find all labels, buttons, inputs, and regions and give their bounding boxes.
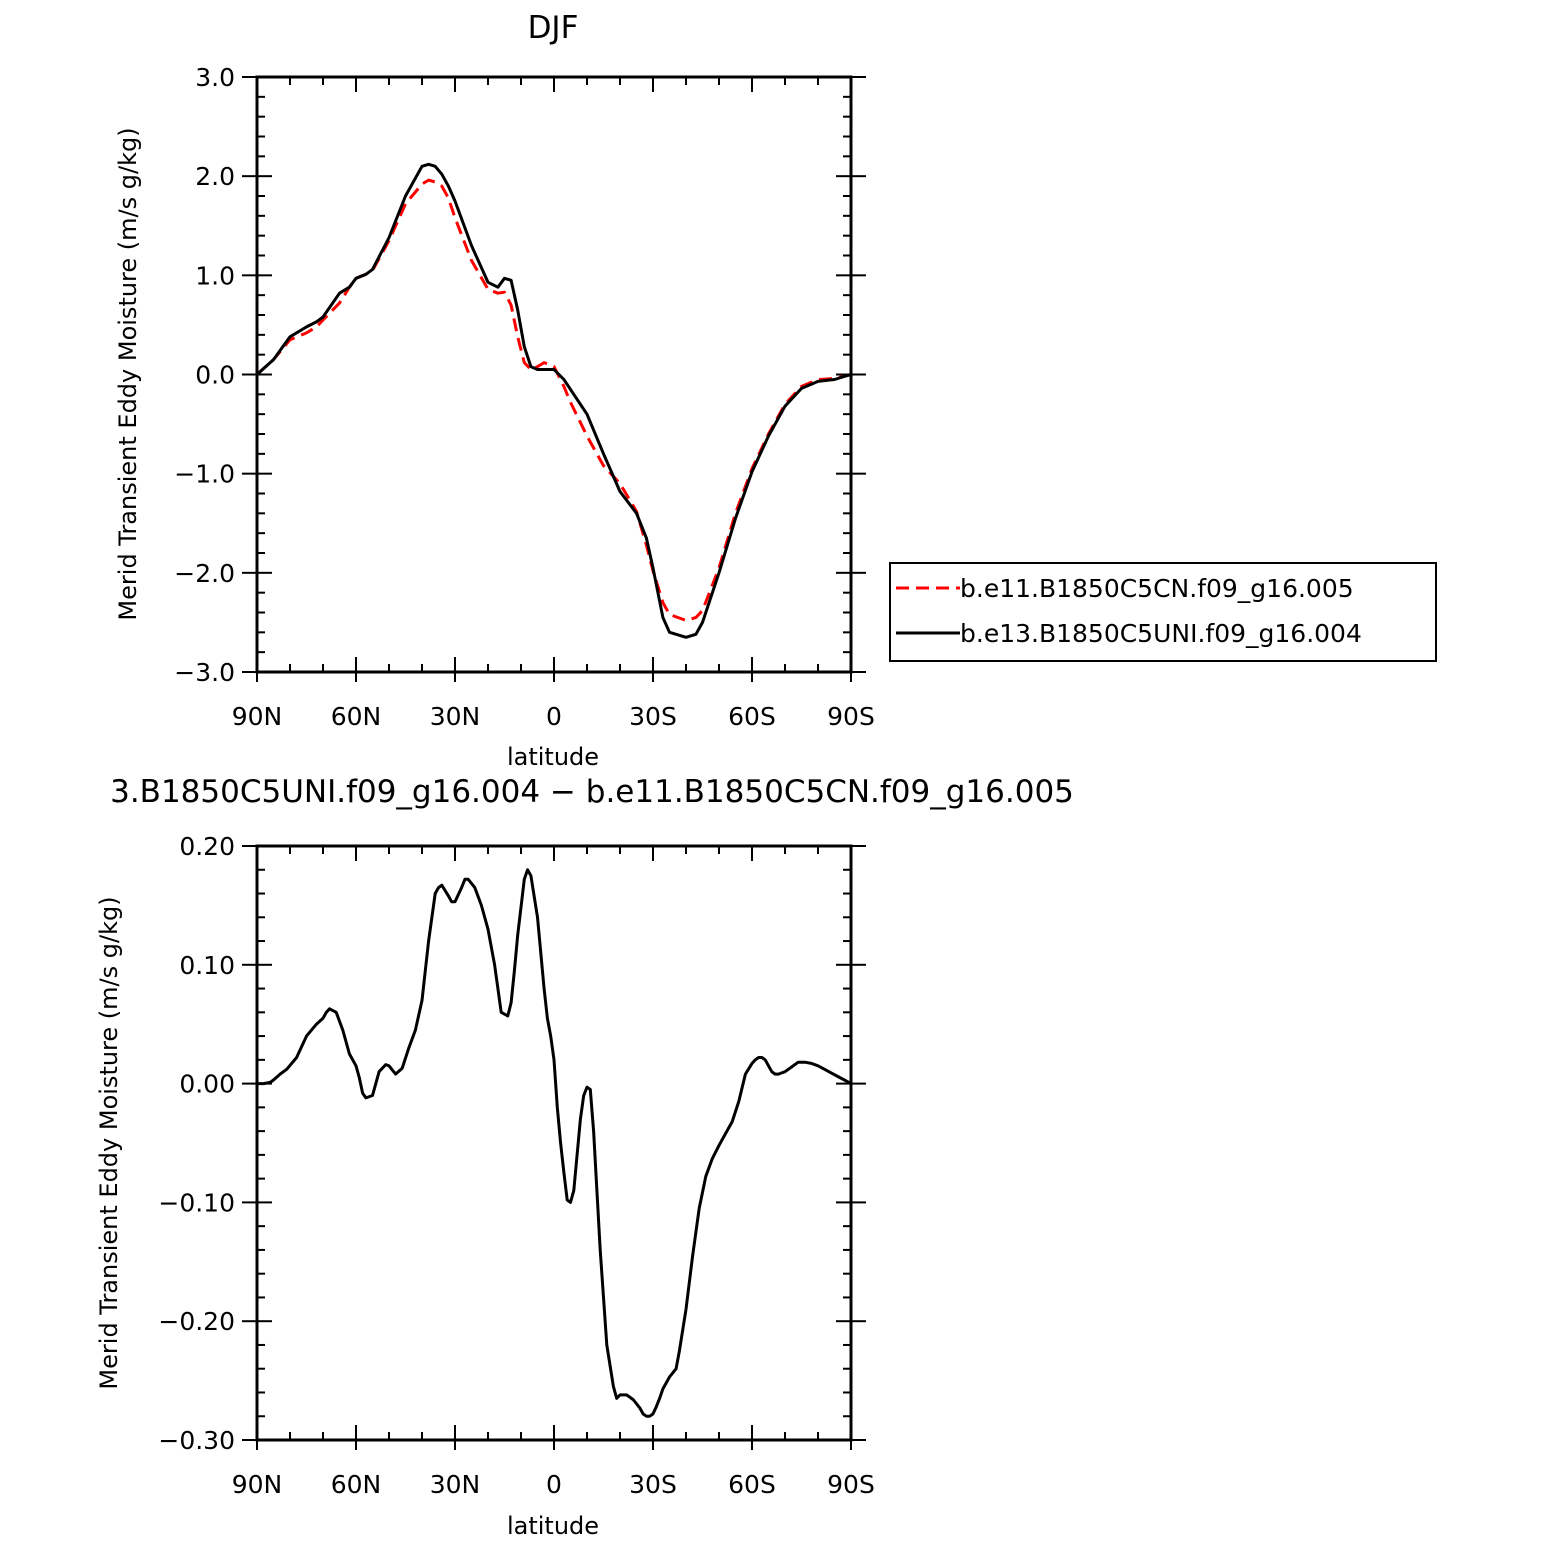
y-tick-label: 0.20: [179, 832, 235, 861]
y-axis-title: Merid Transient Eddy Moisture (m/s g/kg): [95, 896, 123, 1389]
x-tick-label: 90N: [232, 1470, 283, 1499]
legend-label-1: b.e13.B1850C5UNI.f09_g16.004: [960, 619, 1362, 648]
x-tick-label: 60S: [728, 702, 776, 731]
y-axis-title: Merid Transient Eddy Moisture (m/s g/kg): [114, 127, 142, 620]
y-tick-label: −1.0: [174, 460, 235, 489]
x-tick-label: 60S: [728, 1470, 776, 1499]
x-tick-label: 30N: [430, 702, 481, 731]
x-tick-label: 90S: [827, 702, 875, 731]
x-tick-label: 90N: [232, 702, 283, 731]
y-tick-label: −0.30: [158, 1426, 235, 1455]
x-tick-label: 60N: [331, 1470, 382, 1499]
x-tick-label: 90S: [827, 1470, 875, 1499]
y-tick-label: 0.00: [179, 1070, 235, 1099]
x-axis-title: latitude: [507, 743, 599, 771]
series-line-1: [255, 162, 852, 639]
legend: b.e11.B1850C5CN.f09_g16.005 b.e13.B1850C…: [889, 562, 1437, 662]
panel-title: 3.B1850C5UNI.f09_g16.004 − b.e11.B1850C5…: [110, 774, 1074, 810]
x-tick-label: 60N: [331, 702, 382, 731]
series-line-0: [257, 868, 852, 1418]
top-panel: DJF 90N 60N 30N 0 30S 60S 90S −3.0 −2.0 −1.0 0.0 1.…: [114, 10, 1437, 771]
y-tick-label: −2.0: [174, 559, 235, 588]
plot-frame: [255, 844, 853, 1442]
panel-title: DJF: [528, 10, 579, 46]
x-tick-label: 30S: [629, 702, 677, 731]
bottom-panel: 3.B1850C5UNI.f09_g16.004 − b.e11.B1850C5…: [95, 774, 1074, 1540]
legend-label-0: b.e11.B1850C5CN.f09_g16.005: [960, 574, 1354, 603]
y-tick-label: 3.0: [195, 63, 235, 92]
y-tick-label: −0.20: [158, 1307, 235, 1336]
x-tick-label: 0: [546, 1470, 562, 1499]
series-line-0: [255, 178, 852, 622]
y-tick-label: 0.0: [195, 361, 235, 390]
axes-layer: 90N 60N 30N 0 30S 60S 90S −0.30 −0.20 −0.10 0.00 0.…: [158, 832, 874, 1499]
y-tick-label: −0.10: [158, 1188, 235, 1217]
x-tick-label: 30N: [430, 1470, 481, 1499]
x-tick-label: 0: [546, 702, 562, 731]
legend-box: [889, 562, 1437, 662]
series-layer: [257, 868, 852, 1418]
y-tick-label: 0.10: [179, 951, 235, 980]
x-axis-title: latitude: [507, 1512, 599, 1540]
series-layer: [255, 162, 852, 639]
axes-layer: 90N 60N 30N 0 30S 60S 90S −3.0 −2.0 −1.0 0.0 1.0 2.0…: [174, 63, 875, 731]
y-tick-label: 2.0: [195, 162, 235, 191]
y-tick-label: 1.0: [195, 261, 235, 290]
y-tick-label: −3.0: [174, 658, 235, 687]
plot-frame: [255, 75, 853, 674]
x-tick-label: 30S: [629, 1470, 677, 1499]
